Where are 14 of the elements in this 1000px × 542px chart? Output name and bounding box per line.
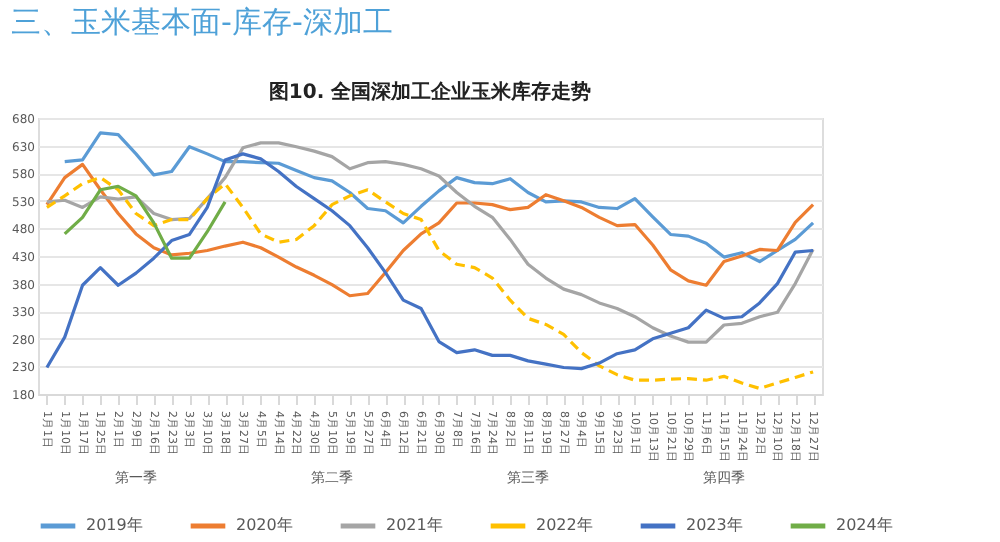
legend-label: 2022年: [536, 516, 593, 534]
legend-label: 2021年: [386, 516, 443, 534]
legend-label: 2020年: [236, 516, 293, 534]
chart-subtitle: 三、玉米基本面-库存-深加工: [11, 4, 393, 40]
line-series: [45, 162, 815, 298]
legend-label: 2023年: [686, 516, 743, 534]
line-series: [45, 152, 815, 371]
line-series: [45, 176, 815, 391]
line-series: [45, 141, 815, 344]
legend-label: 2024年: [836, 516, 893, 534]
line-series: [63, 184, 227, 260]
legend-label: 2019年: [86, 516, 143, 534]
chart-title: 图10. 全国深加工企业玉米库存走势: [268, 80, 592, 104]
line-series: [63, 131, 815, 264]
